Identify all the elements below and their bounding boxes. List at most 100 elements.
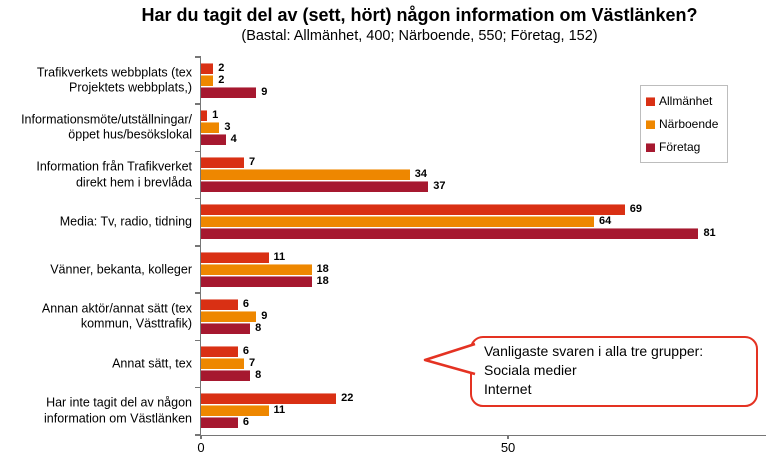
bar-line: 37 — [201, 181, 766, 193]
chart-row: Media: Tv, radio, tidning 69 64 81 — [60, 199, 766, 246]
y-axis-tick — [195, 197, 201, 200]
value-label: 9 — [261, 309, 268, 322]
category-label: Annat sätt, tex — [112, 356, 192, 371]
value-label: 11 — [273, 404, 286, 417]
bar-line: 8 — [201, 370, 766, 382]
bar-narboende — [201, 358, 244, 369]
callout-tail-icon — [423, 342, 476, 376]
bar-line: 9 — [201, 86, 766, 98]
x-axis-tick — [200, 435, 202, 439]
value-label: 8 — [255, 369, 262, 381]
bar-line: 64 — [201, 216, 766, 228]
value-label: 4 — [230, 132, 237, 145]
x-axis-tick-label: 0 — [197, 440, 205, 455]
legend-label: Företag — [659, 140, 701, 154]
value-label: 8 — [255, 321, 262, 334]
legend-item-narboende: Närboende — [646, 117, 722, 131]
value-label: 2 — [218, 61, 225, 74]
value-label: 3 — [224, 120, 231, 133]
rows: Trafikverkets webbplats (tex Projektets w… — [21, 57, 766, 435]
bar-narboende — [201, 263, 312, 275]
callout-tail-path — [423, 342, 476, 376]
bar-allmanhet — [201, 157, 244, 168]
value-label: 69 — [629, 203, 642, 216]
bar-allmanhet — [201, 251, 269, 263]
y-axis-tick — [195, 386, 201, 389]
bar-line: 11 — [201, 405, 766, 417]
x-axis-tick-label: 50 — [500, 440, 516, 455]
bar-line: 8 — [201, 322, 766, 334]
bar-allmanhet — [201, 346, 238, 357]
bar-group: 7 34 37 — [201, 152, 766, 193]
bar-foretag — [201, 322, 251, 334]
category-label: Trafikverkets webbplats (tex Projektets w… — [36, 65, 192, 95]
value-label: 7 — [248, 357, 256, 369]
bar-line: 9 — [201, 310, 766, 322]
bar-foretag — [201, 181, 429, 192]
category-label: Informationsmöte/utställningar/öppet hus… — [21, 112, 192, 142]
value-label: 6 — [242, 345, 249, 357]
value-label: 18 — [316, 262, 329, 275]
y-axis-tick — [195, 150, 201, 152]
legend-swatch-narboende — [646, 119, 655, 129]
bar-line: 4 — [201, 133, 766, 145]
bar-foretag — [201, 417, 238, 429]
value-label: 34 — [414, 168, 428, 180]
bar-line: 1 — [201, 109, 766, 121]
category-label: Vänner, bekanta, kolleger — [50, 261, 192, 276]
y-axis-tick — [195, 292, 201, 294]
bar-line: 22 — [201, 393, 766, 405]
bar-foretag — [201, 133, 226, 145]
bar-line: 7 — [201, 358, 766, 370]
chart-title: Har du tagit del av (sett, hört) någon i… — [141, 5, 698, 25]
bar-narboende — [201, 405, 269, 417]
value-label: 6 — [242, 416, 249, 429]
bar-line: 69 — [201, 204, 766, 216]
y-axis-tick — [195, 339, 201, 341]
bar-narboende — [201, 121, 220, 133]
bar-line: 7 — [201, 157, 766, 169]
legend: Allmänhet Närboende Företag — [640, 85, 728, 163]
callout-bubble: Vanligaste svaren i alla tre grupper: So… — [423, 336, 758, 407]
y-axis-tick — [195, 103, 201, 105]
chart-subtitle: (Bastal: Allmänhet, 400; Närboende, 550;… — [241, 28, 598, 44]
value-label: 6 — [242, 297, 249, 310]
legend-item-foretag: Företag — [646, 140, 722, 154]
legend-item-allmanhet: Allmänhet — [646, 94, 722, 108]
bar-line: 2 — [201, 74, 766, 86]
bar-foretag — [201, 275, 312, 287]
bar-narboende — [201, 169, 410, 180]
chart-row: Annan aktör/annat sätt (tex kommun, Västt… — [42, 293, 766, 340]
bar-line: 2 — [201, 62, 766, 74]
bar-narboende — [201, 74, 214, 86]
value-label: 64 — [599, 215, 612, 228]
category-label: Har inte tagit del av någon information o… — [44, 395, 192, 426]
callout-line: Internet — [484, 381, 532, 397]
chart-row: Har inte tagit del av någon information o… — [44, 388, 766, 435]
legend-label: Närboende — [659, 117, 719, 131]
bar-line: 6 — [201, 417, 766, 429]
bar-group: 11 18 18 — [201, 246, 766, 287]
bar-group: 69 64 81 — [201, 199, 766, 240]
bar-line: 11 — [201, 251, 766, 263]
value-label: 7 — [248, 156, 256, 168]
bar-foretag — [201, 228, 699, 240]
bar-allmanhet — [201, 204, 625, 216]
bar-line: 6 — [201, 298, 766, 310]
category-label: Media: Tv, radio, tidning — [59, 214, 192, 229]
value-label: 22 — [341, 392, 354, 405]
x-axis-tick — [507, 435, 509, 439]
category-label: Information från Trafikverket direkt hem … — [36, 159, 192, 190]
chart-row: Informationsmöte/utställningar/öppet hus… — [21, 104, 766, 151]
bar-line: 3 — [201, 121, 766, 133]
value-label: 18 — [316, 274, 329, 287]
bar-foretag — [201, 86, 257, 98]
category-label: Annan aktör/annat sätt (tex kommun, Västt… — [41, 301, 192, 331]
legend-swatch-foretag — [646, 142, 655, 152]
value-label: 81 — [703, 227, 716, 240]
